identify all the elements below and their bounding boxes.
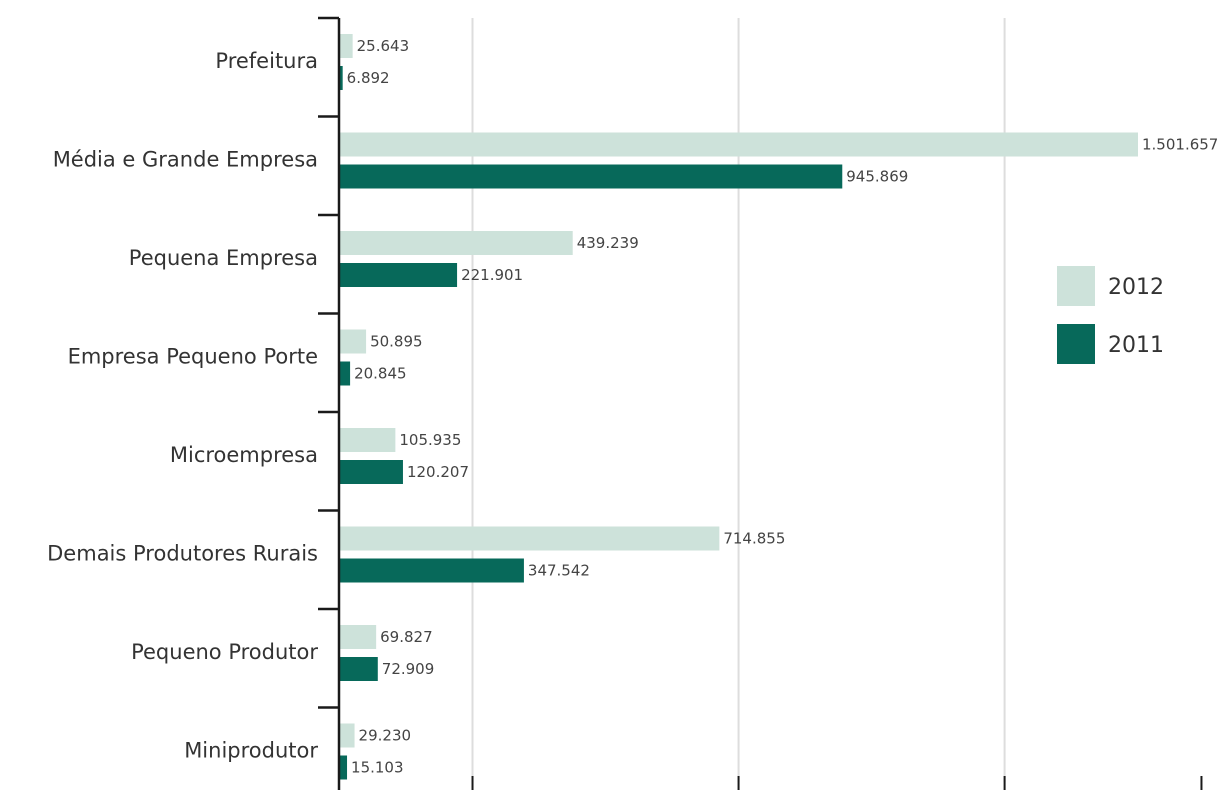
- value-label-2012: 25.643: [357, 37, 410, 55]
- legend: 2012 2011: [1057, 266, 1164, 364]
- value-label-2012: 50.895: [370, 333, 423, 351]
- legend-label-2012: 2012: [1108, 275, 1164, 300]
- legend-swatch-2011: [1057, 324, 1095, 364]
- bar-2011: [339, 657, 378, 681]
- bar-2011: [339, 66, 343, 90]
- category-label: Miniprodutor: [184, 739, 318, 763]
- category-label: Microempresa: [170, 443, 318, 467]
- bar-2012: [339, 625, 377, 649]
- bar-2012: [339, 329, 367, 354]
- bar-2011: [339, 460, 403, 484]
- value-label-2011: 6.892: [347, 69, 390, 87]
- bar-2012: [339, 723, 355, 748]
- bar-2011: [339, 263, 458, 287]
- category-label: Prefeitura: [215, 49, 318, 73]
- bars: [339, 34, 1138, 780]
- value-label-2012: 439.239: [577, 234, 639, 252]
- value-label-2012: 29.230: [359, 727, 412, 745]
- value-label-2011: 20.845: [354, 365, 407, 383]
- value-label-2012: 69.827: [380, 628, 433, 646]
- value-label-2011: 347.542: [528, 562, 590, 580]
- axes: [318, 16, 1203, 790]
- category-label: Empresa Pequeno Porte: [68, 345, 318, 369]
- bar-2012: [339, 132, 1138, 157]
- bar-2011: [339, 755, 348, 780]
- bar-2011: [339, 558, 524, 583]
- value-label-2012: 105.935: [399, 431, 461, 449]
- category-label: Média e Grande Empresa: [53, 148, 318, 172]
- bar-2012: [339, 231, 573, 255]
- value-label-2011: 15.103: [351, 759, 404, 777]
- value-label-2011: 221.901: [461, 266, 523, 284]
- category-label: Pequeno Produtor: [131, 640, 318, 664]
- category-label: Pequena Empresa: [129, 246, 318, 270]
- category-label: Demais Produtores Rurais: [47, 542, 318, 566]
- value-label-2011: 72.909: [382, 660, 435, 678]
- legend-label-2011: 2011: [1108, 333, 1164, 358]
- bar-2011: [339, 164, 843, 189]
- bar-2011: [339, 361, 351, 386]
- category-labels: Prefeitura Média e Grande Empresa Pequena …: [47, 49, 318, 763]
- bar-2012: [339, 428, 396, 452]
- value-label-2012: 1.501.657: [1142, 136, 1218, 154]
- value-label-2011: 120.207: [407, 463, 469, 481]
- bar-2012: [339, 526, 720, 551]
- value-label-2012: 714.855: [723, 530, 785, 548]
- value-label-2011: 945.869: [846, 168, 908, 186]
- bar-2012: [339, 34, 353, 58]
- value-labels: 25.643 6.892 1.501.657 945.869 439.239 221.90…: [347, 37, 1219, 777]
- legend-swatch-2012: [1057, 266, 1095, 306]
